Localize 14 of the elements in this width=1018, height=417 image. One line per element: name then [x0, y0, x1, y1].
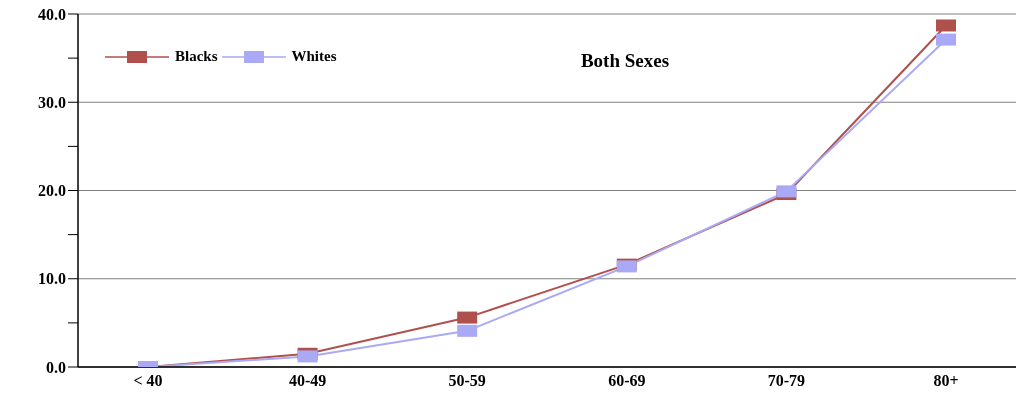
- x-tick-label: 40-49: [288, 372, 327, 390]
- y-tick-label: 10.0: [38, 270, 66, 288]
- y-tick-label: 40.0: [38, 5, 66, 23]
- x-tick-label: < 40: [133, 372, 163, 390]
- x-tick-label: 60-69: [608, 372, 646, 390]
- x-tick-label: 50-59: [448, 372, 486, 390]
- y-tick-label: 20.0: [38, 182, 66, 200]
- text: Both Sexes: [579, 50, 671, 72]
- legend-label: Whites: [291, 48, 337, 65]
- x-tick-label: 80+: [933, 372, 959, 390]
- legend-label: Blacks: [175, 48, 218, 65]
- x-tick-label: 70-79: [767, 372, 806, 390]
- y-tick-label: 30.0: [38, 93, 66, 111]
- y-tick-label: 0.0: [46, 358, 66, 376]
